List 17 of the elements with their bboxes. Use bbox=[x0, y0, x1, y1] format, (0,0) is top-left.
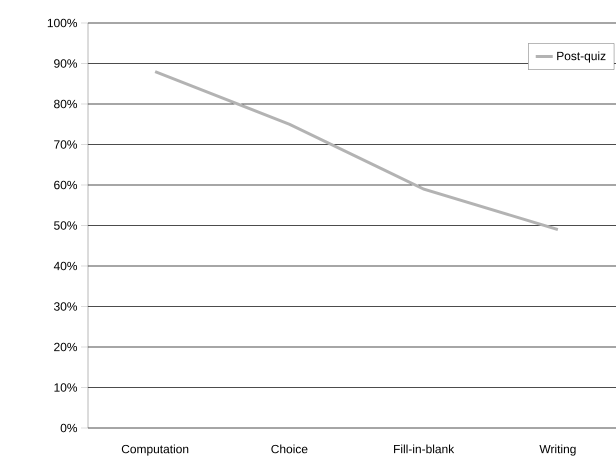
y-tick-label: 20% bbox=[54, 342, 78, 352]
x-tick-label: Choice bbox=[271, 444, 308, 454]
legend-label: Post-quiz bbox=[557, 51, 606, 63]
x-tick-label: Fill-in-blank bbox=[394, 444, 454, 454]
y-tick-label: 10% bbox=[54, 383, 78, 392]
x-tick-label: Computation bbox=[122, 444, 188, 456]
y-tick-label: 90% bbox=[54, 59, 78, 68]
y-tick-label: 100% bbox=[48, 18, 78, 28]
y-tick-label: 70% bbox=[54, 140, 78, 149]
y-tick-label: 40% bbox=[54, 262, 78, 270]
y-tick-label: 80% bbox=[54, 100, 78, 108]
y-tick-label: 0% bbox=[60, 424, 78, 432]
y-tick-label: 30% bbox=[54, 302, 78, 311]
line-series bbox=[154, 70, 560, 232]
y-tick-label: 60% bbox=[54, 180, 78, 190]
x-tick-label: Writing bbox=[539, 444, 576, 456]
y-tick-label: 50% bbox=[54, 221, 78, 230]
